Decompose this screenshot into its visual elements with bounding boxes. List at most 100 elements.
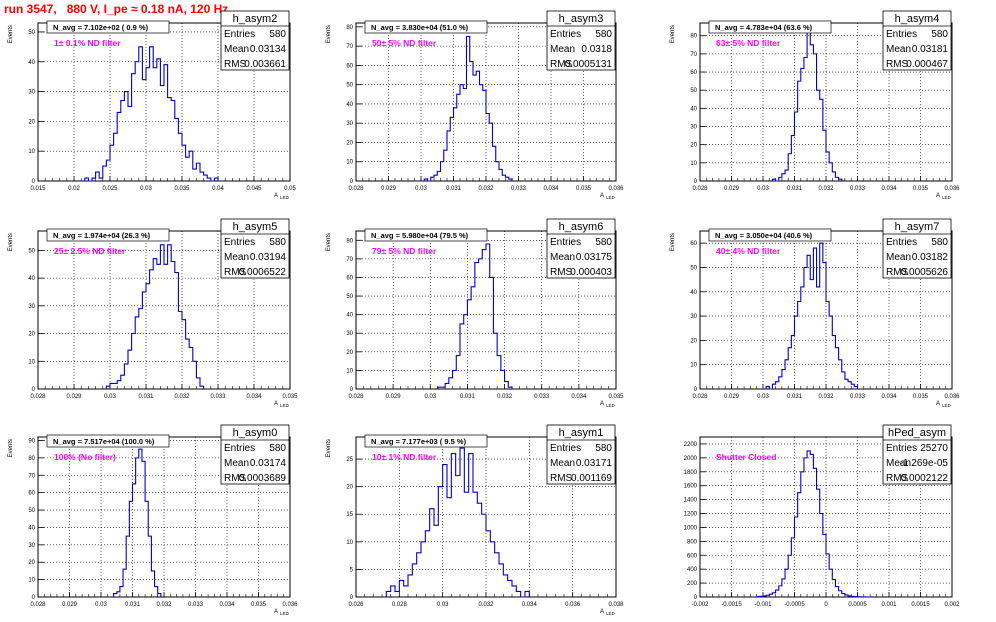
x-tick-label: 0.033 bbox=[511, 186, 527, 192]
stats-box-label: Entries bbox=[550, 237, 581, 248]
y-tick-label: 0 bbox=[32, 595, 36, 601]
stats-box-frame bbox=[882, 424, 952, 485]
y-axis-label: Events bbox=[326, 233, 332, 251]
navg-box: N_avg = 7.102e+02 ( 0.9 %) bbox=[46, 20, 170, 34]
filter-annotation: 79± 5% ND filter bbox=[372, 246, 437, 256]
x-axis-label: A bbox=[600, 609, 604, 615]
x-tick-label: 0.02 bbox=[68, 186, 80, 192]
y-tick-label: 30 bbox=[28, 543, 35, 549]
x-axis-label-subscript: LED bbox=[942, 403, 952, 408]
y-tick-label: 60 bbox=[690, 70, 697, 76]
histogram-h_asym6: 0.028 0.029 0.03 0.031 0.032 0.033 0.034 0.035 0… bbox=[326, 218, 624, 408]
y-tick-label: 80 bbox=[28, 456, 35, 462]
histogram-h_asym7: 0.028 0.029 0.03 0.031 0.032 0.033 0.034 0.035 0… bbox=[670, 218, 960, 408]
navg-label: N_avg = 4.783e+04 (63.6 %) bbox=[715, 23, 813, 32]
navg-label: N_avg = 3.050e+04 (40.6 %) bbox=[715, 231, 813, 240]
x-tick-label: 0.032 bbox=[818, 186, 834, 192]
y-tick-label: 40 bbox=[28, 525, 35, 531]
y-tick-label: 20 bbox=[28, 332, 35, 338]
stats-box-value: 580 bbox=[269, 443, 286, 454]
navg-box: N_avg = 7.177e+03 ( 9.5 %) bbox=[364, 434, 488, 448]
x-axis-label-subscript: LED bbox=[280, 611, 290, 616]
stats-box-label: Mean bbox=[224, 44, 249, 55]
navg-label: N_avg = 5.980e+04 (79.5 %) bbox=[371, 231, 469, 240]
histogram-hPed_asym: -0.002 -0.0015 -0.001 -0.0005 0 0.0005 0.001 0.… bbox=[684, 424, 960, 608]
x-tick-label: 0.03 bbox=[757, 186, 769, 192]
y-tick-label: 1200 bbox=[684, 512, 698, 518]
stats-box-frame bbox=[882, 10, 952, 71]
y-tick-label: 60 bbox=[346, 275, 353, 281]
navg-box-frame bbox=[46, 228, 170, 242]
stats-box-value: 0.000403 bbox=[570, 267, 612, 278]
stats-box-value: -1.269e-05 bbox=[900, 458, 949, 469]
x-tick-label: 0.029 bbox=[66, 394, 82, 400]
y-tick-label: 70 bbox=[346, 257, 353, 263]
y-tick-label: 2200 bbox=[684, 442, 698, 448]
x-tick-label: 0.03 bbox=[415, 186, 427, 192]
navg-box-frame bbox=[364, 434, 488, 448]
y-tick-label: 1600 bbox=[684, 484, 698, 490]
y-tick-label: 15 bbox=[346, 512, 353, 518]
stats-box-value: 580 bbox=[269, 237, 286, 248]
y-tick-label: 40 bbox=[690, 290, 697, 296]
y-tick-label: 80 bbox=[346, 238, 353, 244]
x-tick-label: 0.032 bbox=[818, 394, 834, 400]
x-tick-label: 0.033 bbox=[210, 394, 226, 400]
x-tick-label: 0.035 bbox=[251, 602, 267, 608]
navg-label: N_avg = 7.517e+04 (100.0 %) bbox=[53, 437, 155, 446]
y-tick-label: 50 bbox=[690, 265, 697, 271]
y-tick-label: 600 bbox=[687, 553, 698, 559]
y-tick-label: 40 bbox=[28, 276, 35, 282]
stats-box-label: RMS bbox=[550, 59, 573, 70]
x-tick-label: 0.034 bbox=[219, 602, 235, 608]
stats-box-frame bbox=[546, 218, 616, 279]
stats-box-value: 0.03194 bbox=[250, 252, 287, 263]
y-tick-label: 0 bbox=[350, 387, 354, 393]
stats-box-label: RMS bbox=[886, 59, 909, 70]
x-axis-label: A bbox=[274, 609, 278, 615]
stats-box-value: 0.0005626 bbox=[901, 267, 949, 278]
x-tick-label: 0.028 bbox=[30, 602, 46, 608]
x-tick-label: 0.045 bbox=[246, 186, 262, 192]
histogram-line bbox=[113, 448, 162, 597]
x-axis-label: A bbox=[936, 193, 940, 199]
y-tick-label: 40 bbox=[346, 102, 353, 108]
x-axis-label-subscript: LED bbox=[606, 195, 616, 200]
stats-box-frame bbox=[220, 10, 290, 71]
y-tick-label: 10 bbox=[346, 368, 353, 374]
y-tick-label: 25 bbox=[346, 457, 353, 463]
histogram-h_asym3: 0.028 0.029 0.03 0.031 0.032 0.033 0.034 0.035 0… bbox=[326, 10, 624, 200]
stats-box-label: Mean bbox=[886, 252, 911, 263]
y-tick-label: 10 bbox=[28, 578, 35, 584]
x-tick-label: -0.002 bbox=[691, 602, 709, 608]
stats-box-label: RMS bbox=[886, 267, 909, 278]
y-tick-label: 5 bbox=[350, 567, 354, 573]
navg-box-frame bbox=[708, 228, 832, 242]
y-tick-label: 20 bbox=[346, 485, 353, 491]
x-tick-label: 0.031 bbox=[446, 186, 462, 192]
filter-annotation: 40± 4% ND filter bbox=[716, 246, 781, 256]
x-tick-label: 0.036 bbox=[944, 186, 960, 192]
stats-box-title: h_asym7 bbox=[895, 221, 940, 233]
x-axis-label-subscript: LED bbox=[280, 195, 290, 200]
x-tick-label: 0 bbox=[824, 602, 828, 608]
x-tick-label: 0.034 bbox=[246, 394, 262, 400]
stats-box-label: Mean bbox=[550, 252, 575, 263]
histogram-h_asym1: 0.026 0.028 0.03 0.032 0.034 0.036 0.038 0 5 10 15… bbox=[326, 424, 624, 616]
stats-box-title: hPed_asym bbox=[888, 427, 946, 439]
y-tick-label: 800 bbox=[687, 539, 698, 545]
navg-box-frame bbox=[364, 20, 488, 34]
x-tick-label: 0.035 bbox=[576, 186, 592, 192]
x-tick-label: 0.026 bbox=[348, 602, 364, 608]
y-tick-label: 0 bbox=[350, 595, 354, 601]
x-tick-label: 0.028 bbox=[392, 602, 408, 608]
y-axis-label: Events bbox=[670, 25, 676, 43]
stats-box-frame bbox=[546, 10, 616, 71]
y-axis-label: Events bbox=[8, 439, 14, 457]
y-tick-label: 50 bbox=[690, 88, 697, 94]
x-axis-label-subscript: LED bbox=[942, 195, 952, 200]
x-axis-label: A bbox=[274, 401, 278, 407]
